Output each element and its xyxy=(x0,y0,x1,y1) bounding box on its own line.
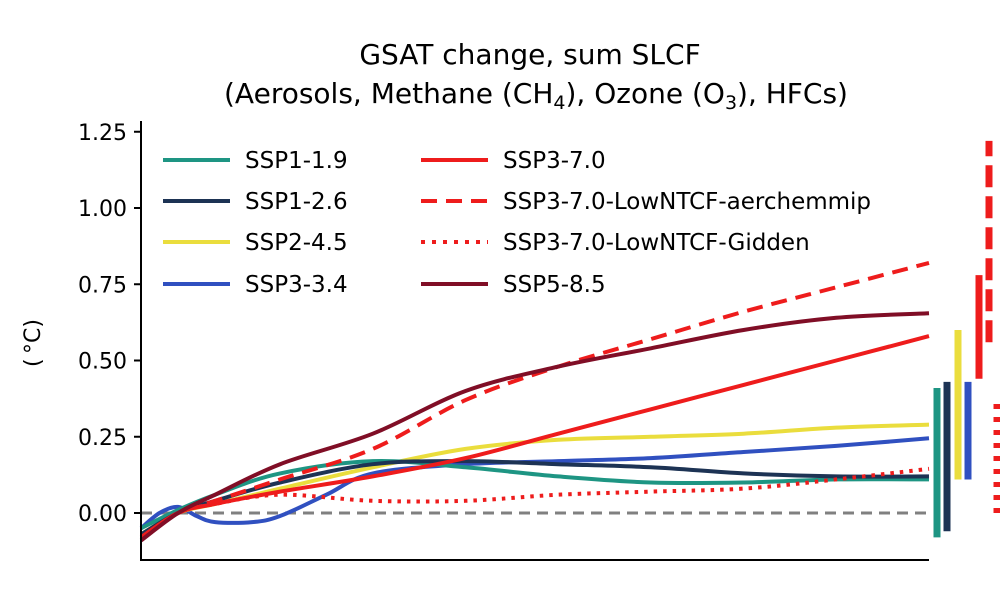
y-tick-label: 0.75 xyxy=(78,273,127,298)
legend-label: SSP3-7.0-LowNTCF-Gidden xyxy=(503,230,810,256)
legend-item-ssp1-1-9: SSP1-1.9 xyxy=(163,148,348,174)
legend-item-ssp1-2-6: SSP1-2.6 xyxy=(163,189,348,215)
series-line-ssp3-7-0 xyxy=(139,334,930,540)
title-sub-o3: 3 xyxy=(725,92,737,114)
title-part-a: (Aerosols, Methane (CH xyxy=(224,77,553,110)
uncertainty-bars xyxy=(933,140,1000,538)
legend-item-ssp3-7-0-lowntcf-aerchemmip: SSP3-7.0-LowNTCF-aerchemmip xyxy=(421,189,871,215)
y-axis-label: ( °C) xyxy=(21,319,46,367)
y-tick-label: 1.00 xyxy=(78,197,127,222)
chart-title-line2: (Aerosols, Methane (CH4), Ozone (O3), HF… xyxy=(224,77,848,114)
legend-label: SSP3-7.0-LowNTCF-aerchemmip xyxy=(503,189,871,215)
title-sub-ch4: 4 xyxy=(553,92,565,114)
series-line-ssp5-8-5 xyxy=(139,311,930,543)
series-line-ssp3-7-0-lowntcf-aerchemmip xyxy=(139,260,930,540)
legend-label: SSP2-4.5 xyxy=(245,230,348,256)
y-tick-label: 0.50 xyxy=(78,350,127,375)
chart-title-line1: GSAT change, sum SLCF xyxy=(359,38,700,71)
legend-item-ssp3-7-0-lowntcf-gidden: SSP3-7.0-LowNTCF-Gidden xyxy=(421,230,810,256)
legend: SSP1-1.9 SSP1-2.6 SSP2-4.5 SSP3-3.4 SSP3-7.0… xyxy=(163,148,871,298)
y-tick-label: 0.25 xyxy=(78,426,127,451)
legend-item-ssp5-8-5: SSP5-8.5 xyxy=(421,272,606,298)
y-tick-label: 1.25 xyxy=(78,121,127,146)
series-line-ssp3-7-0-lowntcf-gidden xyxy=(139,466,930,540)
series-layer xyxy=(139,260,930,543)
legend-label: SSP3-7.0 xyxy=(503,148,606,174)
y-ticks: 0.00 0.25 0.50 0.75 1.00 1.25 xyxy=(78,121,141,527)
title-part-b: ), Ozone (O xyxy=(566,77,725,110)
title-part-c: ), HFCs) xyxy=(737,77,848,110)
legend-label: SSP3-3.4 xyxy=(245,272,348,298)
series-line-ssp3-3-4 xyxy=(139,436,930,530)
legend-label: SSP5-8.5 xyxy=(503,272,606,298)
chart-title: GSAT change, sum SLCF (Aerosols, Methane… xyxy=(224,38,848,114)
legend-item-ssp3-3-4: SSP3-3.4 xyxy=(163,272,348,298)
legend-item-ssp2-4-5: SSP2-4.5 xyxy=(163,230,348,256)
legend-label: SSP1-1.9 xyxy=(245,148,348,174)
legend-item-ssp3-7-0: SSP3-7.0 xyxy=(421,148,606,174)
legend-label: SSP1-2.6 xyxy=(245,189,348,215)
y-tick-label: 0.00 xyxy=(78,502,127,527)
